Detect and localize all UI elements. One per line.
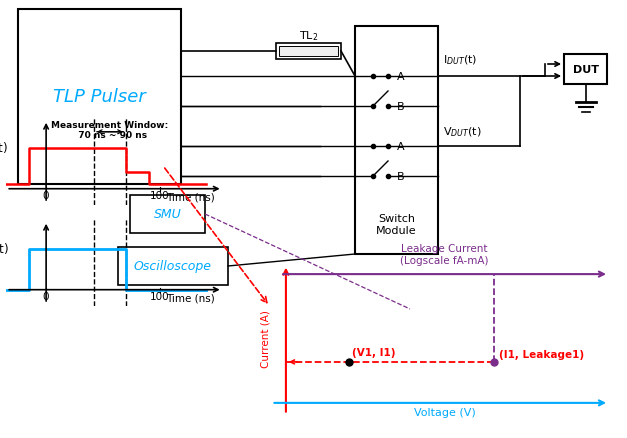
Text: 0: 0 — [43, 191, 50, 201]
Text: (I1, Leakage1): (I1, Leakage1) — [499, 350, 584, 360]
Text: SMU: SMU — [154, 208, 181, 221]
Text: V$_{DUT}$(t): V$_{DUT}$(t) — [443, 125, 482, 139]
Text: Voltage (V): Voltage (V) — [414, 407, 475, 417]
Text: Time (ns): Time (ns) — [166, 293, 214, 302]
Text: B: B — [397, 172, 404, 182]
Bar — [564, 55, 607, 85]
Text: TL$_2$: TL$_2$ — [299, 29, 318, 43]
Text: 0: 0 — [43, 292, 50, 301]
Text: Current (A): Current (A) — [261, 310, 271, 367]
Text: 100: 100 — [150, 191, 170, 201]
Text: Oscilloscope: Oscilloscope — [134, 260, 212, 273]
Text: Time (ns): Time (ns) — [166, 192, 214, 201]
Text: (V1, I1): (V1, I1) — [352, 347, 396, 357]
Text: I$_{DUT}$(t): I$_{DUT}$(t) — [443, 53, 477, 67]
Text: V$_{DUT}$(t): V$_{DUT}$(t) — [0, 242, 9, 258]
Text: DUT: DUT — [572, 65, 599, 75]
Bar — [276, 44, 341, 60]
Text: Switch
Module: Switch Module — [376, 214, 417, 235]
Text: B: B — [397, 102, 404, 112]
Text: Measurement Window:
  70 ns ~ 90 ns: Measurement Window: 70 ns ~ 90 ns — [51, 120, 169, 140]
Bar — [279, 47, 338, 57]
Text: Leakage Current
(Logscale fA-mA): Leakage Current (Logscale fA-mA) — [400, 244, 489, 265]
Bar — [118, 247, 228, 285]
Text: A: A — [397, 141, 404, 152]
Text: I$_{DUT}$(t): I$_{DUT}$(t) — [0, 141, 9, 157]
Bar — [130, 195, 205, 233]
Text: 100: 100 — [150, 292, 170, 301]
Bar — [18, 10, 181, 184]
Text: TLP Pulser: TLP Pulser — [53, 88, 146, 106]
Bar — [355, 27, 438, 254]
Text: A: A — [397, 72, 404, 82]
